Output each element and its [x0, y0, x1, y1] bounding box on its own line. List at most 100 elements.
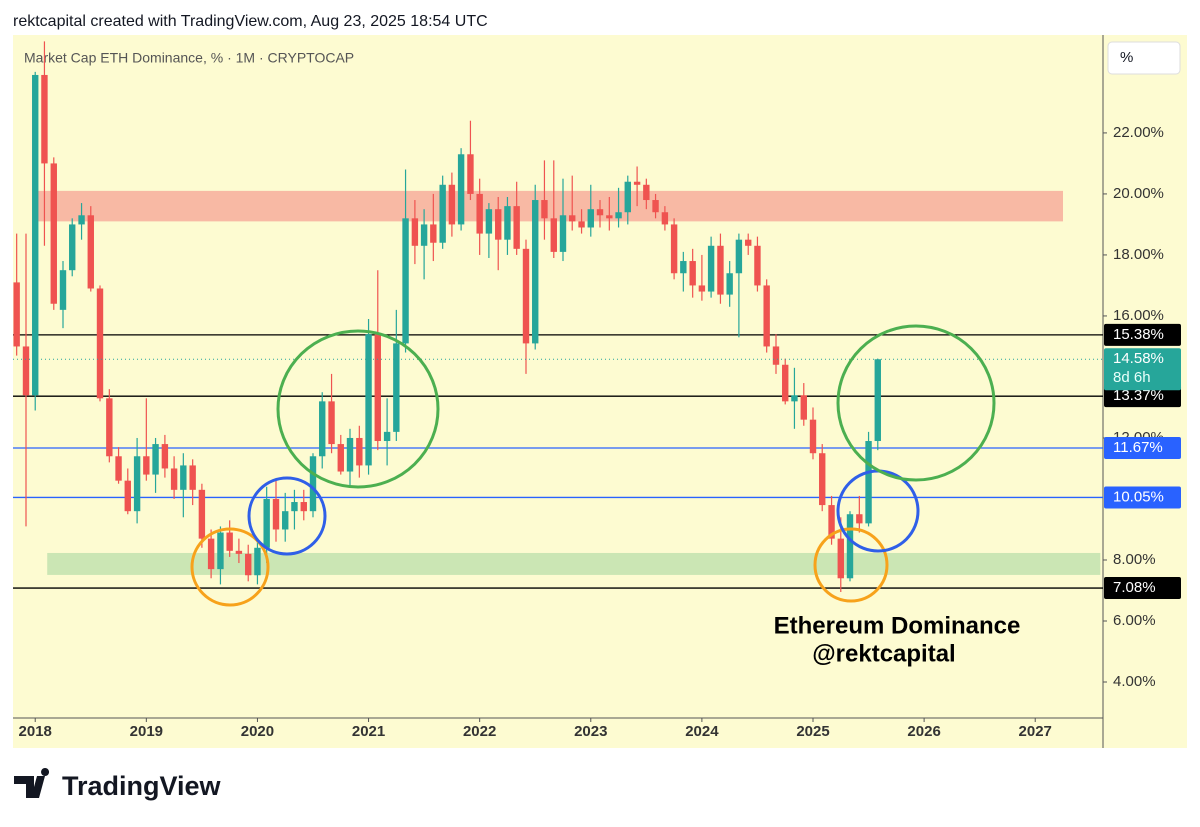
- candle-body: [13, 282, 20, 347]
- candle-body: [782, 364, 789, 402]
- candle-body: [263, 498, 270, 548]
- level-label: 15.38%: [1113, 326, 1164, 343]
- candle-body: [661, 212, 669, 225]
- zone: [47, 552, 1101, 575]
- candle-body: [689, 261, 696, 286]
- candle-body: [245, 553, 252, 576]
- y-tick-label: 8.00%: [1113, 551, 1156, 568]
- candle-body: [272, 498, 280, 530]
- zone: [35, 190, 1064, 222]
- candle-body: [763, 285, 770, 347]
- candle-body: [235, 550, 243, 554]
- candle-body: [652, 200, 659, 213]
- candle-body: [59, 270, 67, 310]
- unit-button-label[interactable]: %: [1120, 49, 1133, 66]
- chart-background: [13, 35, 1187, 748]
- level-label: 13.37%: [1113, 387, 1164, 404]
- logo-mark: [14, 768, 50, 798]
- candle-body: [717, 245, 724, 295]
- candle-body: [87, 215, 94, 289]
- level-label: 10.05%: [1113, 488, 1164, 505]
- candle-body: [846, 514, 854, 579]
- candle-body: [402, 218, 409, 344]
- x-tick-label: 2024: [685, 723, 719, 740]
- candle-body: [624, 181, 631, 213]
- annotation-text: Ethereum Dominance: [774, 612, 1021, 639]
- candle-body: [532, 200, 539, 344]
- candle-body: [69, 224, 76, 271]
- level-label-box: [1104, 385, 1181, 408]
- candle-body: [578, 221, 585, 228]
- candle-body: [726, 273, 733, 295]
- candle-body: [513, 206, 520, 249]
- candle-body: [522, 248, 530, 344]
- y-tick-label: 18.00%: [1113, 246, 1164, 263]
- x-tick-label: 2020: [241, 723, 274, 740]
- candle-body: [300, 502, 307, 512]
- x-tick-label: 2019: [130, 723, 163, 740]
- x-tick-label: 2023: [574, 723, 607, 740]
- candle-body: [143, 456, 150, 475]
- candle-body: [448, 184, 456, 225]
- candle-body: [670, 224, 678, 274]
- candle-body: [856, 514, 863, 524]
- x-tick-label: 2027: [1019, 723, 1052, 740]
- candle-body: [467, 154, 474, 194]
- candle-body: [606, 215, 613, 219]
- candle-body: [485, 209, 493, 234]
- countdown-label: 8d 6h: [1113, 369, 1151, 386]
- candle-body: [643, 184, 650, 201]
- level-label: 7.08%: [1113, 579, 1156, 596]
- level-label-box: [1104, 323, 1181, 346]
- x-tick-label: 2021: [352, 723, 385, 740]
- candle-body: [476, 193, 483, 234]
- circle-annotation: [190, 527, 270, 607]
- candle-body: [837, 538, 844, 579]
- candle-body: [374, 334, 381, 442]
- candle-body: [504, 206, 511, 240]
- chart-legend: Market Cap ETH Dominance, % · 1M · CRYPT…: [24, 50, 354, 66]
- candle-body: [819, 453, 826, 506]
- candle-body: [865, 441, 872, 524]
- candle-body: [420, 224, 428, 246]
- candle-body: [226, 532, 233, 551]
- circle-annotation: [836, 324, 996, 482]
- candle-body: [106, 398, 113, 457]
- last-price-label: 14.58%: [1113, 350, 1164, 367]
- candle-body: [22, 346, 30, 396]
- candle-body: [189, 465, 196, 490]
- candle-body: [309, 456, 317, 512]
- x-tick-label: 2018: [19, 723, 52, 740]
- circle-annotation: [276, 329, 440, 489]
- candle-body: [346, 437, 354, 472]
- y-tick-label: 20.00%: [1113, 185, 1164, 202]
- candle-body: [439, 184, 446, 243]
- x-tick-label: 2022: [463, 723, 496, 740]
- last-price-box: [1104, 348, 1181, 391]
- annotation-circles: [190, 324, 996, 607]
- candle-body: [41, 74, 48, 164]
- candle-body: [587, 209, 594, 228]
- unit-button[interactable]: [1107, 41, 1181, 75]
- candle-body: [680, 261, 687, 274]
- candle-body: [32, 74, 39, 396]
- candle-body: [291, 502, 298, 512]
- logo-text: TradingView: [62, 771, 222, 801]
- candle-body: [337, 444, 344, 472]
- candle-body: [745, 239, 752, 246]
- candle-body: [874, 359, 881, 442]
- candle-body: [457, 154, 465, 225]
- x-tick-label: 2025: [796, 723, 829, 740]
- y-tick-label: 6.00%: [1113, 612, 1156, 629]
- candle-body: [115, 456, 122, 481]
- candle-body: [615, 212, 622, 219]
- tradingview-logo: TradingView: [14, 768, 222, 801]
- candle-body: [328, 401, 335, 445]
- candle-body: [559, 215, 567, 252]
- candle-body: [180, 465, 187, 490]
- candle-body: [772, 346, 780, 365]
- candle-body: [633, 181, 641, 185]
- candle-body: [254, 547, 261, 576]
- candle-body: [124, 480, 131, 512]
